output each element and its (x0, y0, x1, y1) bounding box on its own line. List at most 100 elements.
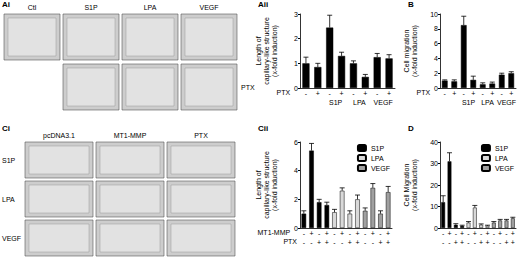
svg-text:+: + (504, 239, 508, 246)
svg-text:VEGF: VEGF (199, 4, 218, 11)
svg-text:2: 2 (434, 70, 438, 77)
svg-text:Ctl: Ctl (28, 4, 37, 11)
svg-text:+: + (485, 230, 489, 237)
svg-text:S1P: S1P (2, 157, 16, 164)
svg-text:8: 8 (434, 25, 438, 32)
svg-text:3: 3 (294, 11, 298, 18)
svg-text:(x-fold induction): (x-fold induction) (271, 159, 279, 211)
svg-text:-: - (444, 90, 447, 97)
svg-text:capillary-like structure: capillary-like structure (263, 151, 271, 219)
svg-text:-: - (482, 90, 485, 97)
svg-text:B: B (408, 0, 414, 9)
svg-text:PTX: PTX (417, 89, 431, 96)
svg-text:+: + (511, 230, 515, 237)
svg-text:S1P: S1P (84, 4, 98, 11)
svg-text:0: 0 (434, 85, 438, 92)
svg-text:PTX: PTX (241, 84, 255, 91)
svg-text:PTX: PTX (194, 132, 208, 139)
svg-text:+: + (309, 230, 313, 237)
svg-text:-: - (493, 239, 496, 246)
svg-text:-: - (372, 239, 375, 246)
svg-text:MT1-MMP: MT1-MMP (258, 229, 291, 236)
svg-text:10: 10 (430, 11, 438, 18)
svg-text:2: 2 (294, 35, 298, 42)
svg-text:Ai: Ai (2, 0, 10, 9)
svg-text:LPA: LPA (353, 99, 366, 106)
svg-text:+: + (479, 239, 483, 246)
svg-text:0: 0 (294, 85, 298, 92)
svg-text:Cell Migration: Cell Migration (403, 163, 411, 206)
svg-text:VEGF: VEGF (2, 235, 21, 242)
svg-text:-: - (505, 230, 508, 237)
svg-text:+: + (498, 230, 502, 237)
svg-text:+: + (378, 239, 382, 246)
svg-text:Cii: Cii (258, 124, 268, 133)
svg-text:Cell migration: Cell migration (403, 29, 411, 72)
svg-text:VEGF: VEGF (495, 165, 514, 172)
svg-text:+: + (340, 230, 344, 237)
svg-text:6: 6 (434, 40, 438, 47)
svg-text:+: + (386, 239, 390, 246)
svg-text:4: 4 (294, 167, 298, 174)
svg-text:-: - (341, 239, 344, 246)
svg-text:-: - (333, 230, 336, 237)
svg-text:-: - (352, 90, 355, 97)
svg-text:-: - (303, 239, 306, 246)
svg-text:+: + (386, 230, 390, 237)
svg-text:+: + (325, 230, 329, 237)
svg-text:+: + (490, 90, 494, 97)
svg-text:MT1-MMP: MT1-MMP (114, 132, 147, 139)
svg-text:+: + (447, 230, 451, 237)
svg-text:(x-fold induction): (x-fold induction) (411, 159, 419, 211)
svg-text:0: 0 (434, 225, 438, 232)
svg-text:-: - (463, 90, 466, 97)
svg-text:S1P: S1P (329, 99, 343, 106)
svg-text:-: - (349, 230, 352, 237)
svg-text:-: - (379, 230, 382, 237)
svg-text:-: - (376, 90, 379, 97)
svg-text:-: - (501, 90, 504, 97)
svg-text:40: 40 (430, 139, 438, 146)
svg-text:VEGF: VEGF (371, 165, 390, 172)
svg-text:PTX: PTX (283, 238, 297, 245)
svg-text:Aii: Aii (258, 0, 268, 9)
svg-text:-: - (305, 90, 308, 97)
svg-text:VEGF: VEGF (374, 99, 393, 106)
svg-text:D: D (408, 124, 414, 133)
svg-text:+: + (387, 90, 391, 97)
svg-text:LPA: LPA (371, 155, 384, 162)
svg-text:S1P: S1P (495, 145, 509, 152)
svg-text:+: + (511, 239, 515, 246)
svg-text:Length of: Length of (255, 36, 263, 65)
svg-text:-: - (318, 230, 321, 237)
svg-text:(x-fold induction): (x-fold induction) (271, 25, 279, 77)
svg-text:+: + (348, 239, 352, 246)
svg-text:Ci: Ci (2, 124, 10, 133)
svg-text:+: + (363, 90, 367, 97)
svg-text:1: 1 (294, 60, 298, 67)
svg-text:LPA: LPA (495, 155, 508, 162)
svg-text:LPA: LPA (2, 196, 15, 203)
svg-text:+: + (460, 230, 464, 237)
svg-text:6: 6 (294, 139, 298, 146)
svg-text:2: 2 (294, 196, 298, 203)
svg-text:+: + (473, 230, 477, 237)
svg-text:+: + (316, 90, 320, 97)
svg-text:-: - (303, 230, 306, 237)
svg-text:-: - (329, 90, 332, 97)
svg-text:VEGF: VEGF (497, 99, 516, 106)
svg-text:-: - (448, 239, 451, 246)
svg-text:S1P: S1P (462, 99, 476, 106)
svg-text:+: + (509, 90, 513, 97)
svg-text:-: - (467, 239, 470, 246)
svg-text:-: - (333, 239, 336, 246)
svg-text:+: + (340, 90, 344, 97)
svg-text:S1P: S1P (371, 145, 385, 152)
svg-text:-: - (474, 239, 477, 246)
svg-text:-: - (493, 230, 496, 237)
svg-text:Length of: Length of (255, 170, 263, 199)
svg-text:0: 0 (294, 225, 298, 232)
svg-text:+: + (325, 239, 329, 246)
svg-text:+: + (471, 90, 475, 97)
svg-text:+: + (371, 230, 375, 237)
